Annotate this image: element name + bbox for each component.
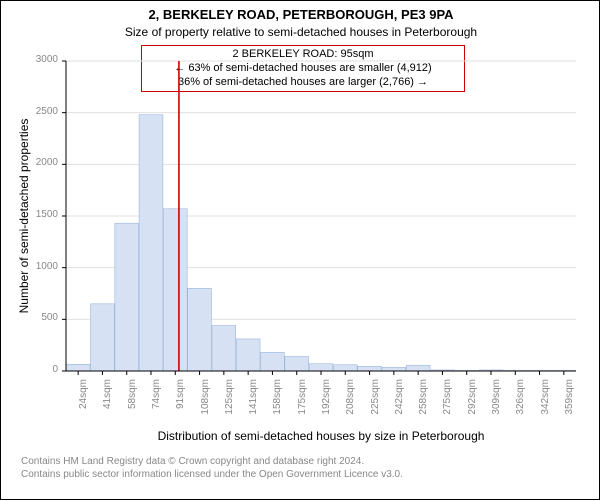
y-tick: 500 — [41, 312, 58, 323]
x-tick: 108sqm — [200, 379, 211, 427]
x-tick: 225sqm — [370, 379, 381, 427]
x-tick: 309sqm — [491, 379, 502, 427]
y-tick: 2000 — [36, 157, 58, 168]
x-tick: 326sqm — [515, 379, 526, 427]
x-tick: 41sqm — [102, 379, 113, 427]
x-tick: 258sqm — [418, 379, 429, 427]
x-tick: 91sqm — [175, 379, 186, 427]
x-tick: 208sqm — [345, 379, 356, 427]
x-tick: 125sqm — [224, 379, 235, 427]
x-tick: 58sqm — [127, 379, 138, 427]
footer-text: Contains HM Land Registry data © Crown c… — [21, 455, 403, 481]
x-tick: 242sqm — [394, 379, 405, 427]
x-tick: 359sqm — [564, 379, 575, 427]
footer-line1: Contains HM Land Registry data © Crown c… — [21, 455, 403, 468]
y-tick: 1000 — [36, 261, 58, 272]
y-tick: 2500 — [36, 106, 58, 117]
x-tick: 342sqm — [540, 379, 551, 427]
x-tick: 175sqm — [297, 379, 308, 427]
y-tick: 0 — [52, 364, 58, 375]
chart-container: { "title": "2, BERKELEY ROAD, PETERBOROU… — [0, 0, 600, 500]
x-tick: 74sqm — [151, 379, 162, 427]
y-tick: 3000 — [36, 54, 58, 65]
x-tick: 158sqm — [272, 379, 283, 427]
x-tick: 292sqm — [467, 379, 478, 427]
x-tick: 141sqm — [248, 379, 259, 427]
x-tick: 275sqm — [442, 379, 453, 427]
x-tick: 192sqm — [321, 379, 332, 427]
footer-line2: Contains public sector information licen… — [21, 468, 403, 481]
y-tick: 1500 — [36, 209, 58, 220]
x-tick: 24sqm — [78, 379, 89, 427]
